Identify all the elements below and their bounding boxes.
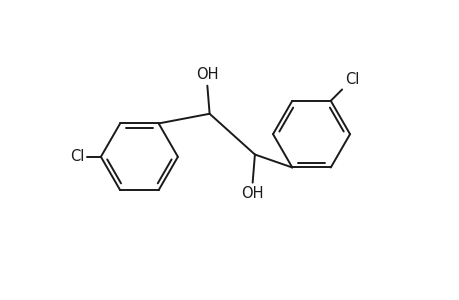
Text: OH: OH [241,186,263,201]
Text: Cl: Cl [344,72,358,87]
Text: OH: OH [196,67,218,82]
Text: Cl: Cl [70,149,84,164]
